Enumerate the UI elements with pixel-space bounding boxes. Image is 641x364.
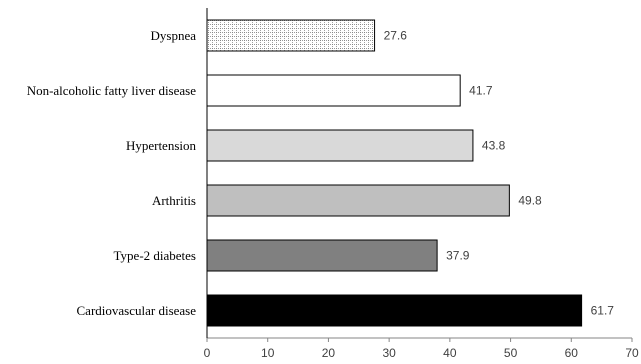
value-label: 43.8 [482,139,506,153]
value-label: 37.9 [446,249,470,263]
x-tick-label: 50 [504,346,518,360]
x-tick-label: 30 [382,346,396,360]
category-label: Arthritis [152,193,196,208]
axes [206,8,632,339]
value-labels: 27.6 41.7 43.8 49.8 37.9 61.7 [384,29,615,318]
bar-dyspnea [206,19,376,52]
x-tick-label: 60 [565,346,579,360]
x-tick-label: 20 [322,346,336,360]
category-label: Dyspnea [151,28,197,43]
category-label: Type-2 diabetes [114,248,196,263]
bar-hypertension [206,129,474,162]
bar-non-alcoholic-fatty-liver-disease [206,74,461,107]
bars [206,19,583,327]
value-label: 41.7 [469,84,493,98]
category-label: Non-alcoholic fatty liver disease [27,83,197,98]
x-tick-label: 10 [261,346,275,360]
bar-cardiovascular-disease [206,294,583,327]
x-tick-label: 0 [204,346,211,360]
bar-arthritis [206,184,510,217]
x-tick-label: 40 [443,346,457,360]
x-axis-ticks: 0 10 20 30 40 50 60 70 [204,338,639,360]
bar-type-2-diabetes [206,239,438,272]
value-label: 49.8 [518,194,542,208]
category-label: Cardiovascular disease [77,303,197,318]
category-label: Hypertension [126,138,197,153]
category-labels: Dyspnea Non-alcoholic fatty liver disease… [27,28,197,318]
value-label: 27.6 [384,29,408,43]
x-tick-label: 70 [625,346,639,360]
value-label: 61.7 [591,304,615,318]
